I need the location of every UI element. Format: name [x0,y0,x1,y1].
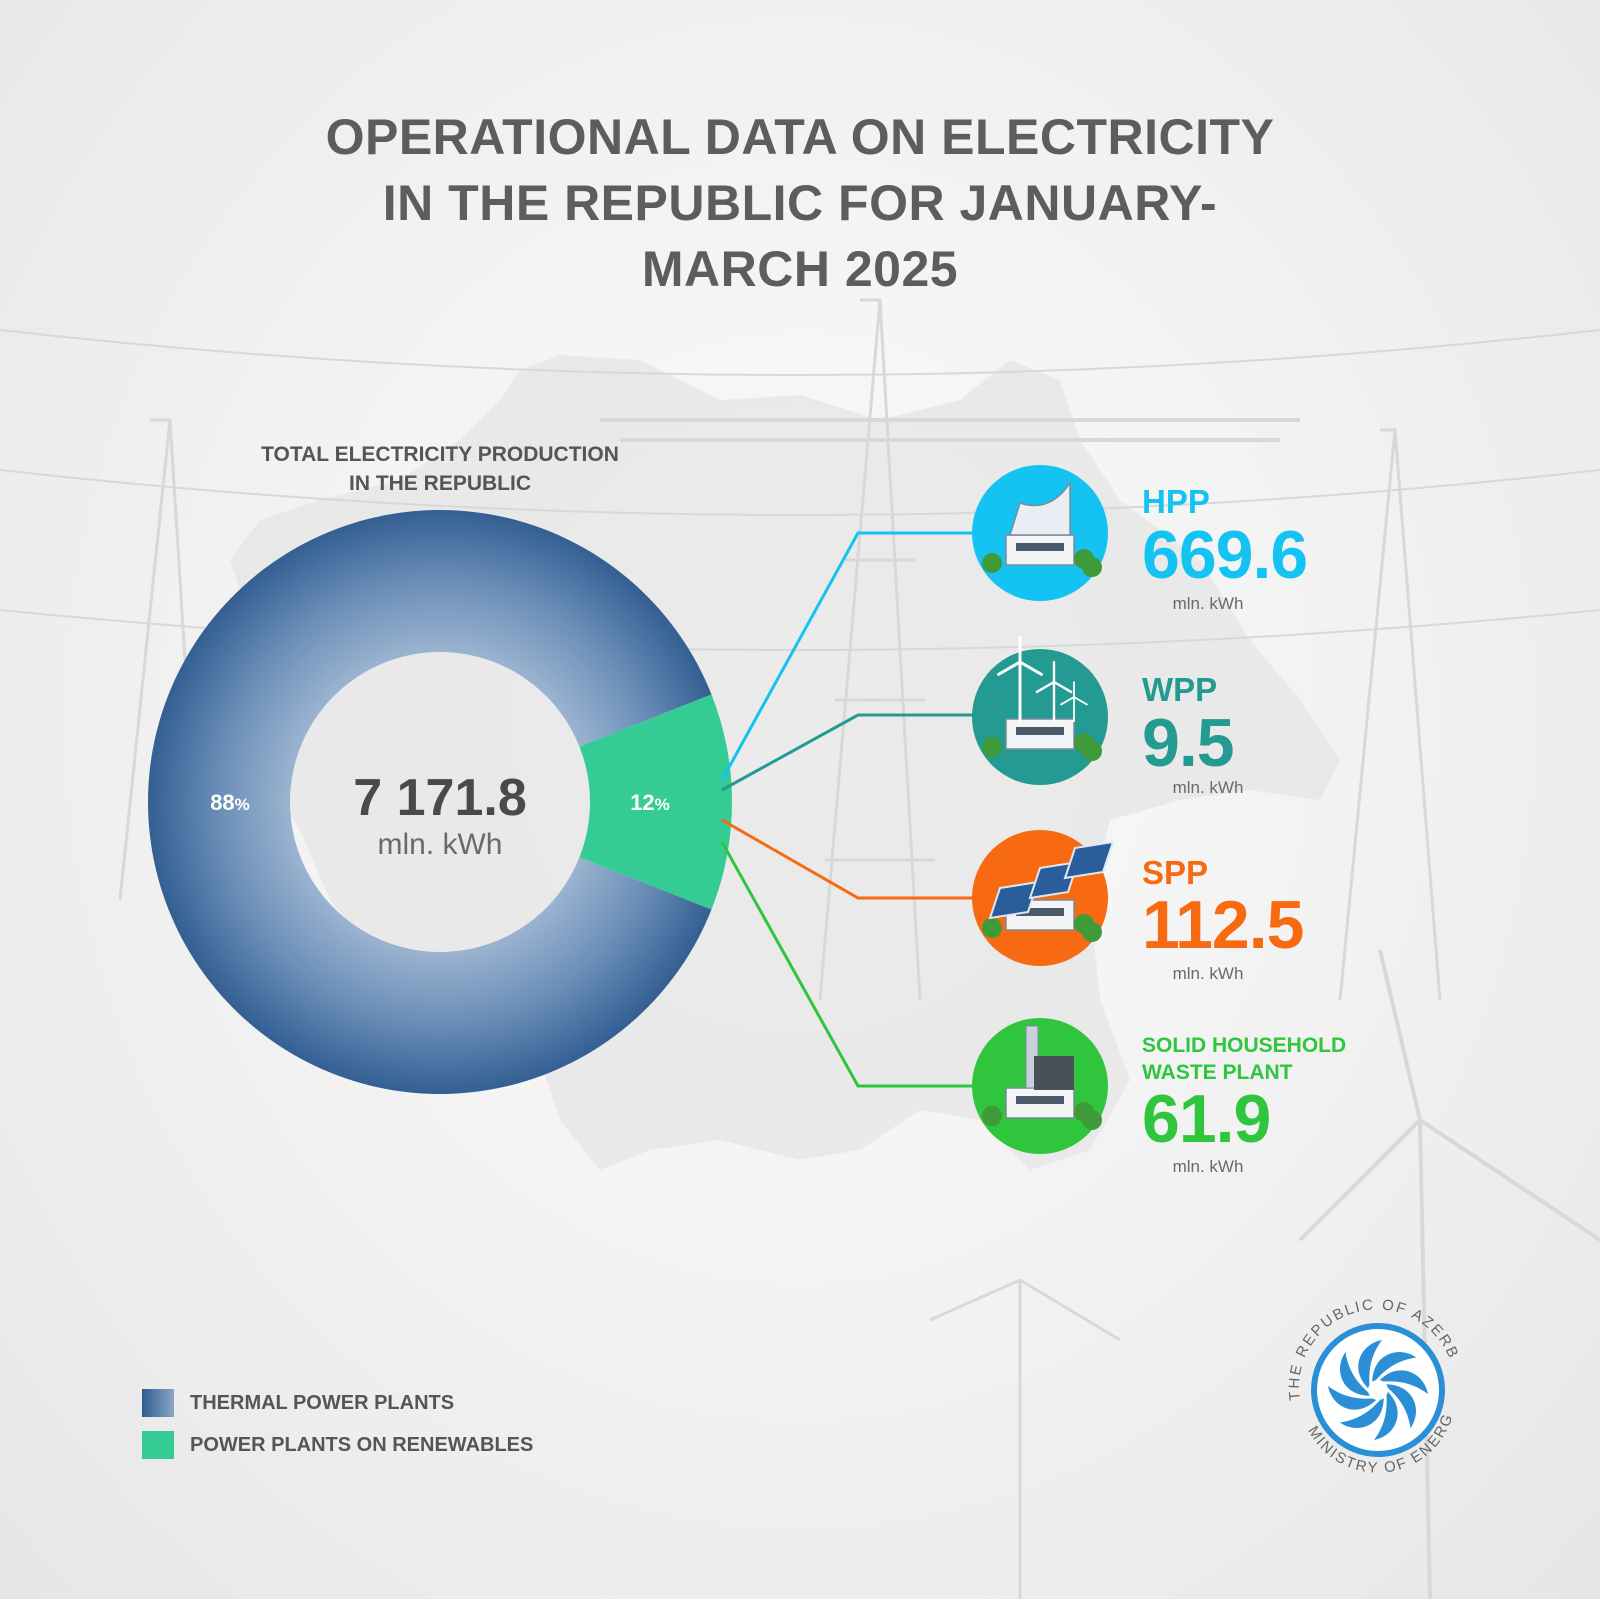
spp-value: 112.5 [1142,887,1304,963]
spp-name: SPP [1142,854,1209,891]
thermal-percent-value: 88 [210,790,235,815]
solar-plant-icon [972,830,1115,966]
renewables-percent-label: 12% [605,790,695,818]
legend-swatch-renewables [142,1431,174,1459]
spp-unit: mln. kWh [1172,964,1244,983]
logo-swirl-petal [1374,1390,1398,1440]
thermal-percent-sign: % [234,795,250,814]
hpp-unit: mln. kWh [1172,594,1244,613]
total-unit: mln. kWh [377,828,503,861]
connector-line-2 [721,818,975,900]
waste-plant-value: 61.9 [1142,1081,1271,1157]
connector-line-1 [721,713,975,792]
donut-heading: TOTAL ELECTRICITY PRODUCTION IN THE REPU… [240,440,640,498]
waste-plant-name: SOLID HOUSEHOLD WASTE PLANT [1142,1032,1346,1086]
logo-swirl-petal [1328,1386,1378,1410]
slice-renewables [579,694,733,910]
logo-swirl-petal [1358,1340,1382,1390]
thermal-percent-label: 88% [185,790,275,818]
total-value: 7 171.8 [353,769,527,827]
donut-heading-line-1: TOTAL ELECTRICITY PRODUCTION [261,443,619,466]
slice-thermal [148,510,712,1095]
legend-item-thermal: THERMAL POWER PLANTS [142,1388,454,1418]
logo-swirl-petal [1383,1384,1416,1429]
logo-swirl-petal [1339,1395,1384,1428]
legend-swatch-thermal [142,1389,174,1417]
waste-plant-unit: mln. kWh [1172,1157,1244,1176]
wpp-unit: mln. kWh [1172,778,1244,797]
ministry-logo: THE REPUBLIC OF AZERBAIJAN MINISTRY OF E… [1278,1290,1460,1477]
legend-label-renewables: POWER PLANTS ON RENEWABLES [190,1433,534,1456]
logo-swirl-petal [1378,1370,1428,1394]
connector-line-0 [720,531,975,781]
hydro-plant-icon [972,465,1108,601]
waste-plant-icon [972,1018,1108,1154]
wind-plant-icon [972,636,1108,785]
legend-item-renewables: POWER PLANTS ON RENEWABLES [142,1430,533,1460]
logo-swirl-petal [1372,1352,1417,1385]
donut-heading-line-2: IN THE REPUBLIC [348,472,531,495]
waste-plant-name-line-2: WASTE PLANT [1142,1061,1293,1084]
logo-swirl-petal [1340,1351,1373,1396]
wpp-name: WPP [1142,671,1218,708]
wpp-value: 9.5 [1142,705,1235,781]
hpp-value: 669.6 [1142,517,1308,593]
title-line-2: IN THE REPUBLIC FOR JANUARY- [382,175,1218,231]
title-line-3: MARCH 2025 [641,241,959,297]
title-line-1: OPERATIONAL DATA ON ELECTRICITY [325,109,1275,165]
hpp-name: HPP [1142,483,1210,520]
connector-line-3 [720,841,975,1088]
renewables-percent-value: 12 [630,790,655,815]
waste-plant-name-line-1: SOLID HOUSEHOLD [1142,1034,1347,1057]
renewables-percent-sign: % [654,795,670,814]
legend-label-thermal: THERMAL POWER PLANTS [190,1391,455,1414]
page-title: OPERATIONAL DATA ON ELECTRICITY IN THE R… [0,104,1600,302]
